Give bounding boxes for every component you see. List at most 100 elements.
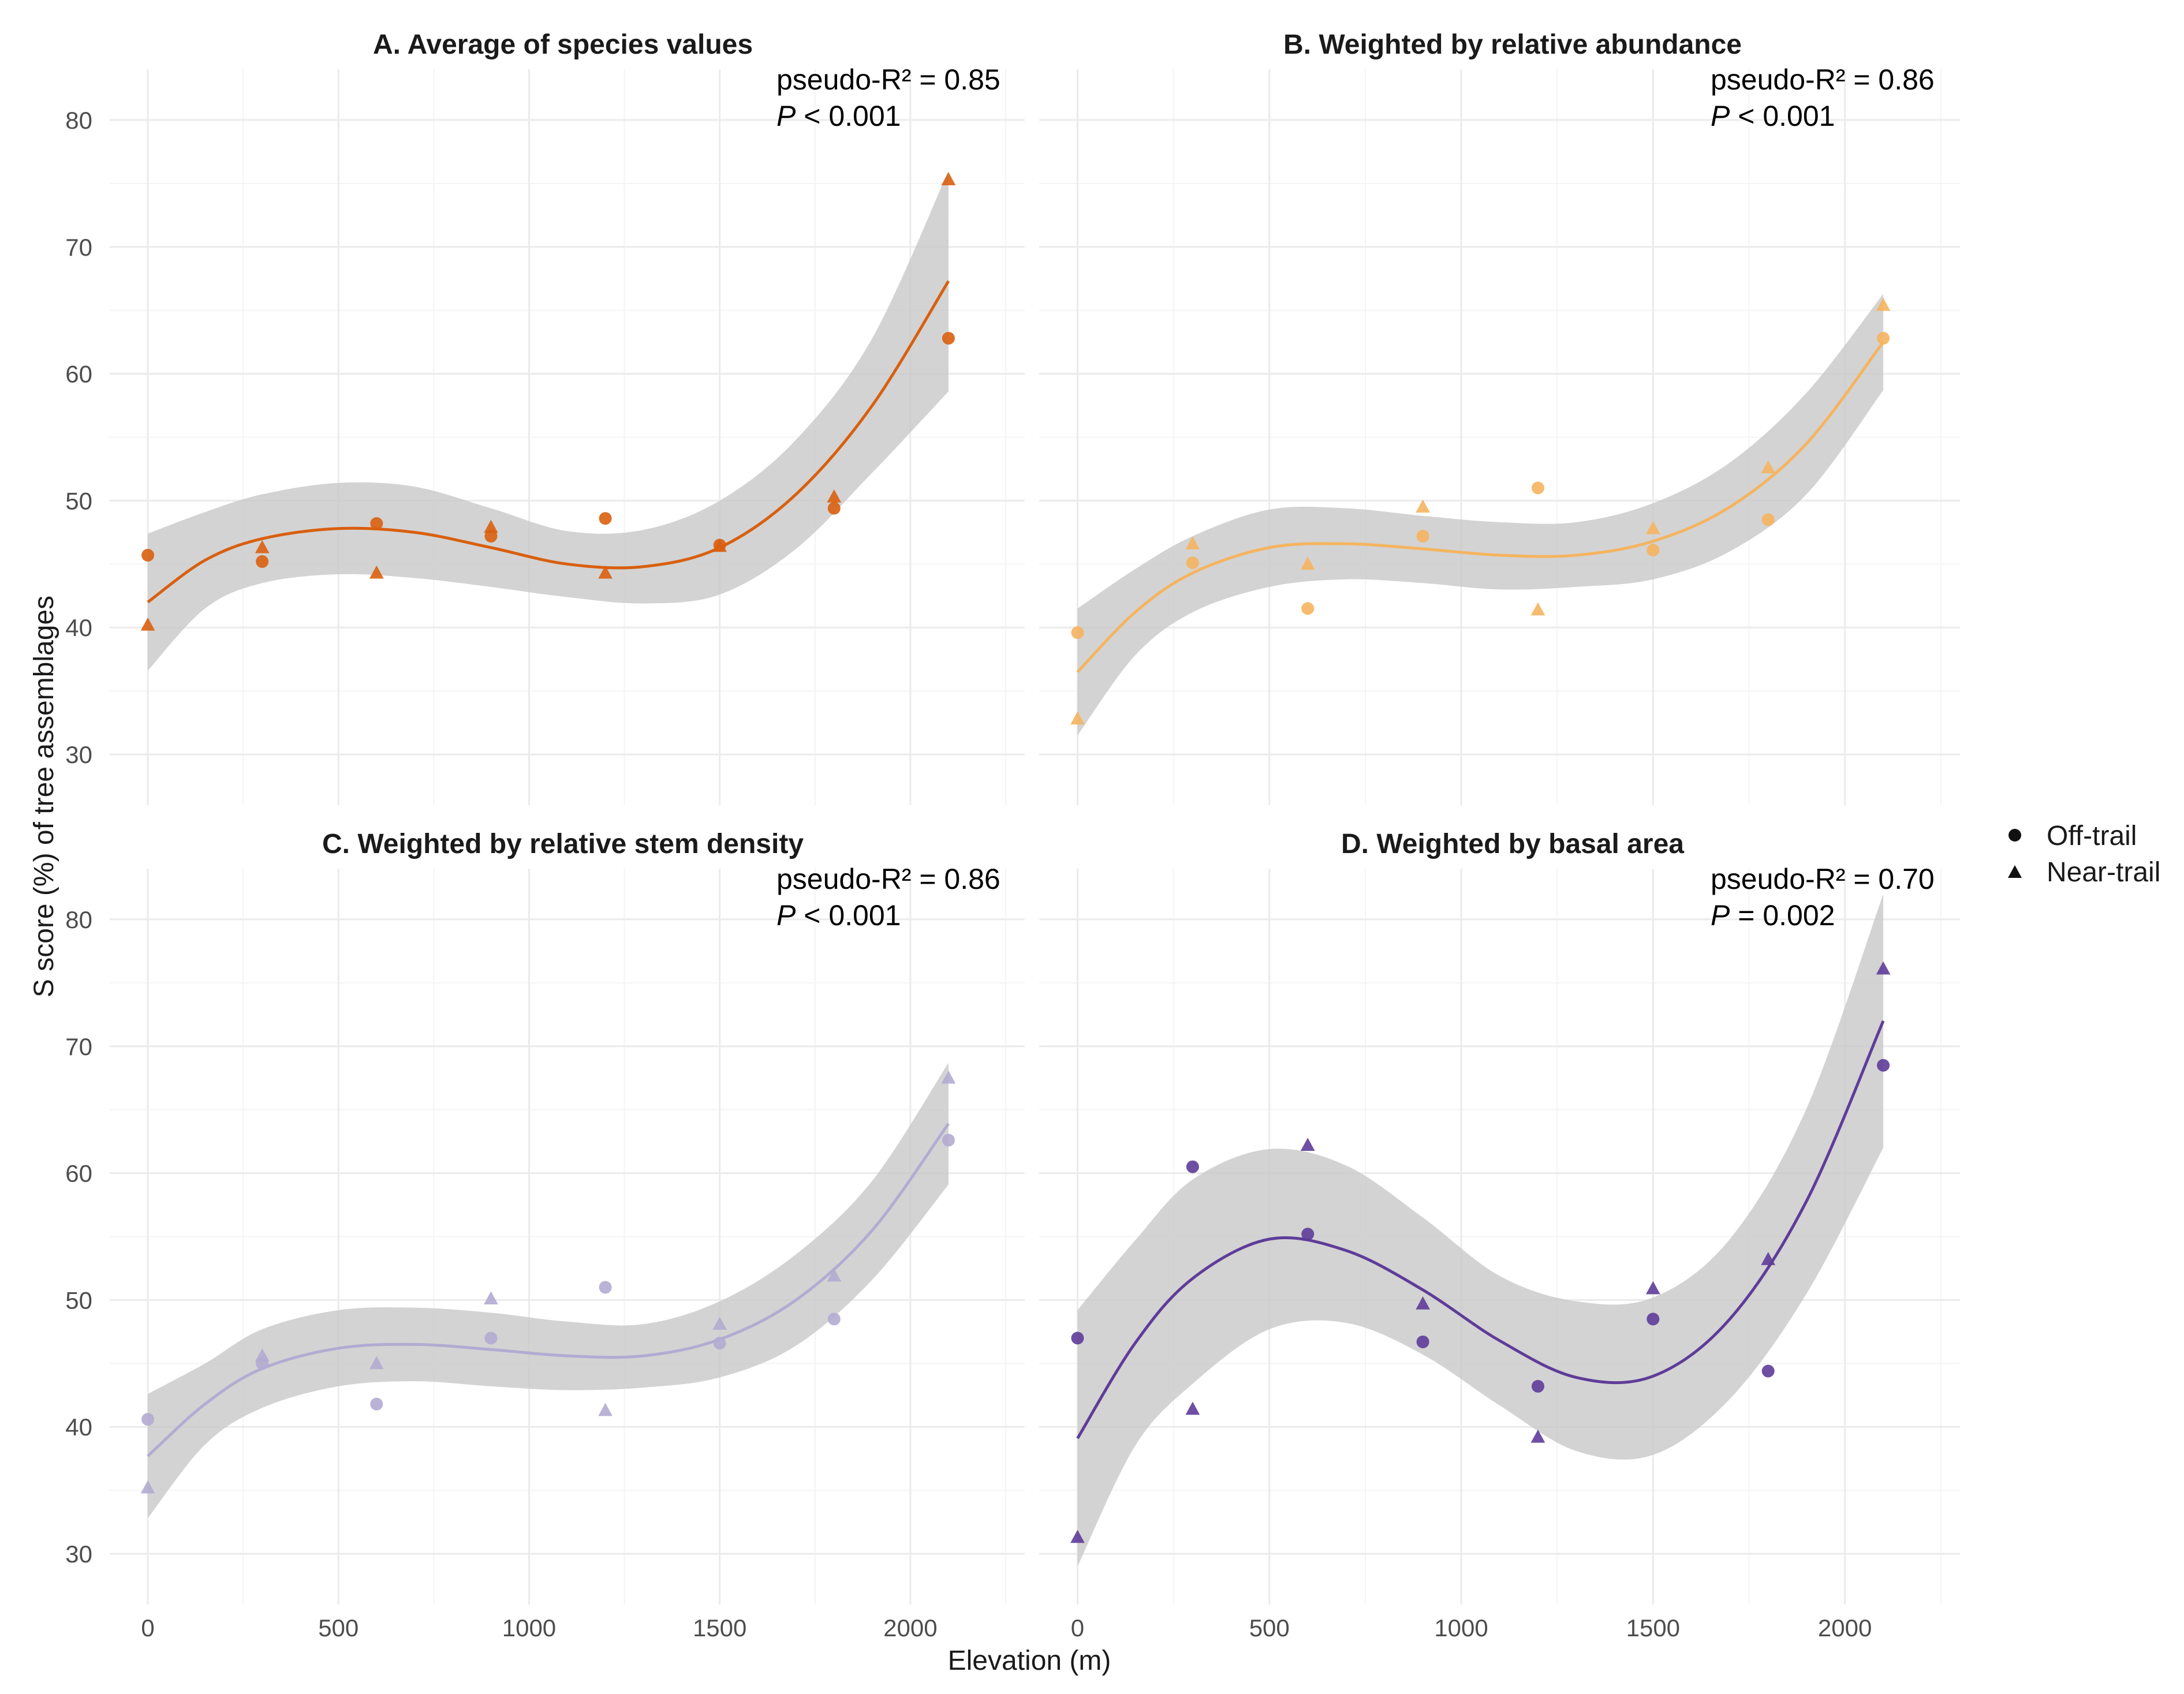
panel-a-y-tick-label: 60 [65, 361, 92, 388]
panel-c-y-ticks: 30 40 50 60 70 80 [65, 906, 92, 1568]
panel-d-ci-band-shape [1077, 893, 1884, 1567]
legend-near-trail-label: Near-trail [2047, 857, 2160, 888]
panel-d-point-off-trail [1301, 1228, 1315, 1241]
panel-d-point-near-trail [1185, 1401, 1200, 1415]
panel-b-fit-curve [1076, 341, 1885, 673]
panel-c-point-off-trail [141, 1413, 155, 1426]
panel-d-point-off-trail [1531, 1379, 1544, 1393]
panel-b-fit-line [1076, 341, 1885, 673]
legend-near-trail-marker-icon [2008, 865, 2022, 878]
panel-d-x-tick-label: 2000 [1818, 1614, 1872, 1641]
panel-c-pseudo-r2: pseudo-R² = 0.86 [776, 863, 1000, 895]
panel-b-point-off-trail [1877, 332, 1890, 345]
legend-off-trail-marker-icon [2008, 829, 2021, 842]
panel-a-point-off-trail [256, 555, 269, 568]
panel-c-y-tick-label: 80 [65, 906, 92, 933]
panel-a-y-tick-label: 80 [65, 107, 92, 134]
panel-d-point-near-trail [1070, 1530, 1085, 1543]
panel-c-point-near-trail [598, 1403, 613, 1416]
panel-c-point-near-trail [712, 1317, 727, 1330]
panel-a-p-value: P < 0.001 [776, 100, 901, 132]
panel-a: 30 40 50 60 70 80 A. Average of species value… [65, 29, 1025, 805]
panel-a-point-off-trail [484, 529, 498, 543]
panel-d-point-near-trail [1300, 1138, 1315, 1151]
panel-d-x-tick-label: 0 [1071, 1614, 1084, 1641]
panel-c-y-tick-label: 30 [65, 1540, 92, 1568]
panel-a-point-off-trail [141, 548, 155, 562]
panel-d-x-tick-label: 500 [1249, 1614, 1290, 1641]
panel-d: 0 500 1000 1500 2000 D. Weighted by basal ar… [1039, 829, 1960, 1641]
panel-a-point-near-trail [827, 489, 842, 503]
panel-a-ci-band-shape [148, 170, 949, 671]
panel-c-title: C. Weighted by relative stem density [322, 829, 804, 859]
panel-a-fit-curve [147, 280, 950, 604]
panel-d-p-value: P = 0.002 [1711, 899, 1835, 932]
panel-b-point-off-trail [1761, 513, 1775, 526]
panel-c-point-off-trail [484, 1332, 498, 1345]
panel-d-point-off-trail [1071, 1332, 1084, 1345]
panel-a-point-near-trail [598, 565, 613, 579]
panel-c-y-tick-label: 50 [65, 1287, 92, 1314]
panel-d-confidence-band [1077, 893, 1884, 1567]
panel-a-point-near-trail [140, 617, 155, 631]
panel-c-x-tick-label: 0 [141, 1614, 154, 1641]
panel-d-pseudo-r2: pseudo-R² = 0.70 [1711, 863, 1935, 895]
panel-b-point-near-trail [1300, 556, 1315, 570]
panel-c-point-near-trail [255, 1348, 270, 1362]
panel-b-point-near-trail [1185, 536, 1200, 549]
panel-c-x-tick-label: 500 [318, 1614, 359, 1641]
panel-a-point-near-trail [369, 565, 384, 579]
panel-c-points [140, 1070, 956, 1494]
panel-c-grid [110, 869, 1025, 1605]
panel-b-point-off-trail [1301, 602, 1315, 615]
panel-b: B. Weighted by relative abundance pseudo… [1039, 29, 1960, 805]
legend: Off-trail Near-trail [2008, 821, 2160, 888]
panel-b-point-near-trail [1416, 499, 1430, 513]
panel-b-point-near-trail [1876, 297, 1891, 311]
panel-a-point-near-trail [484, 519, 498, 533]
panel-b-point-near-trail [1645, 521, 1660, 534]
panel-d-title: D. Weighted by basal area [1341, 829, 1684, 859]
panel-c-x-tick-label: 1500 [693, 1614, 746, 1641]
panel-a-pseudo-r2: pseudo-R² = 0.85 [776, 63, 1000, 96]
panel-c-y-tick-label: 40 [65, 1413, 92, 1441]
panel-b-point-off-trail [1186, 556, 1199, 570]
panel-c-point-off-trail [942, 1134, 955, 1147]
panel-b-confidence-band [1077, 294, 1884, 736]
panel-d-x-tick-label: 1000 [1434, 1614, 1488, 1641]
panel-c-point-off-trail [713, 1337, 726, 1350]
panel-c-p-value: P < 0.001 [776, 899, 901, 932]
panel-c-y-tick-label: 70 [65, 1033, 92, 1060]
panel-c-point-off-trail [827, 1312, 841, 1326]
panel-c-point-near-trail [369, 1356, 384, 1370]
x-axis-title: Elevation (m) [948, 1646, 1111, 1676]
panel-d-point-near-trail [1416, 1296, 1430, 1310]
panel-b-point-near-trail [1761, 460, 1776, 474]
panel-d-point-near-trail [1876, 961, 1891, 975]
panel-d-point-near-trail [1530, 1429, 1545, 1443]
panel-a-point-off-trail [827, 502, 841, 515]
panel-d-point-off-trail [1416, 1335, 1429, 1348]
legend-off-trail-label: Off-trail [2047, 821, 2137, 851]
panel-a-point-near-trail [941, 172, 956, 185]
panel-d-fit-line [1076, 1020, 1885, 1439]
panel-a-y-tick-label: 30 [65, 741, 92, 768]
panel-c: 30 40 50 60 70 80 0 500 1000 1500 2000 C. Weighte… [65, 829, 1025, 1641]
panel-c-confidence-band [148, 1063, 949, 1519]
panel-a-y-ticks: 30 40 50 60 70 80 [65, 107, 92, 768]
panel-b-points [1070, 297, 1891, 725]
panel-b-title: B. Weighted by relative abundance [1283, 29, 1742, 60]
panel-c-y-tick-label: 60 [65, 1160, 92, 1187]
panel-b-pseudo-r2: pseudo-R² = 0.86 [1711, 63, 1935, 96]
panel-c-x-tick-label: 2000 [883, 1614, 937, 1641]
panel-a-y-tick-label: 40 [65, 614, 92, 641]
panel-d-fit-curve [1076, 1020, 1885, 1439]
panel-d-point-near-trail [1761, 1252, 1776, 1265]
panel-b-point-off-trail [1071, 626, 1084, 640]
panel-c-x-tick-label: 1000 [502, 1614, 556, 1641]
panel-a-point-near-trail [255, 540, 270, 554]
panel-a-fit-line [147, 280, 950, 604]
panel-c-point-near-trail [941, 1070, 956, 1084]
panel-a-title: A. Average of species values [373, 29, 753, 60]
